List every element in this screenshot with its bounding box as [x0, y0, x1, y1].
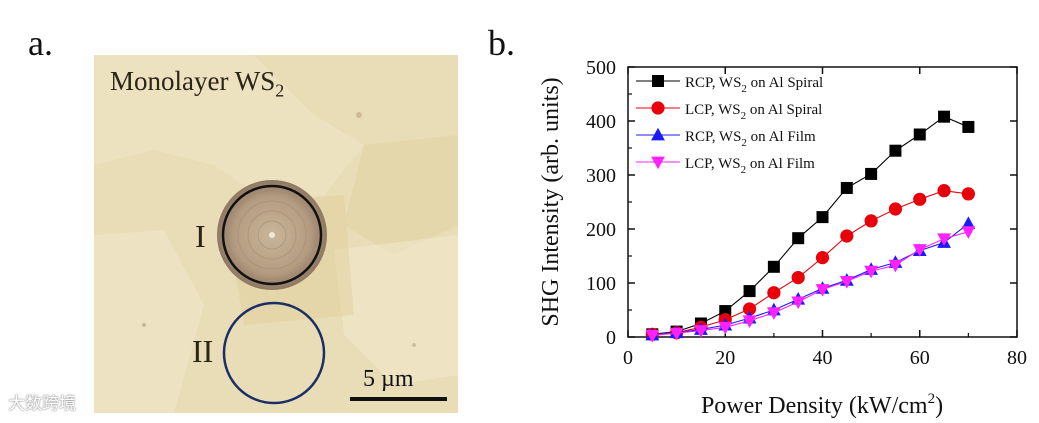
panel-b-label: b.: [488, 23, 515, 63]
data-point: [912, 244, 927, 257]
scale-bar-label: 5 µm: [363, 366, 414, 392]
region-2-label: II: [192, 333, 214, 369]
data-point: [645, 329, 660, 343]
micrograph-title: Monolayer WS2: [110, 66, 285, 101]
data-point: [864, 265, 879, 279]
data-point: [792, 232, 805, 245]
data-point: [840, 181, 853, 194]
data-point: [743, 285, 756, 298]
region-2-circle: [222, 301, 326, 405]
legend-entry-4: LCP, WS2 on Al Film: [636, 156, 815, 176]
y-tick-label: 100: [586, 273, 616, 295]
legend-marker: [651, 127, 665, 141]
data-point: [791, 271, 805, 285]
x-tick-label: 0: [623, 347, 633, 369]
legend-label: RCP, WS2 on Al Film: [685, 129, 816, 149]
y-tick-label: 400: [586, 111, 616, 133]
data-point: [815, 251, 830, 265]
data-point: [865, 167, 878, 180]
data-point: [816, 211, 829, 224]
series-1: [646, 110, 975, 341]
legend-entry-2: LCP, WS2 on Al Spiral: [636, 101, 822, 122]
data-point: [937, 233, 951, 246]
data-point: [961, 187, 975, 201]
y-tick-label: 200: [586, 219, 616, 241]
data-point: [864, 214, 878, 228]
data-point: [742, 302, 757, 316]
series-line: [652, 190, 969, 335]
data-point: [669, 327, 684, 341]
data-point: [839, 275, 854, 289]
data-point: [961, 226, 976, 239]
series-4: [645, 226, 976, 343]
series-3: [645, 216, 976, 341]
data-point: [938, 110, 951, 123]
legend-label: RCP, WS2 on Al Spiral: [685, 75, 823, 95]
series-line: [652, 116, 969, 335]
data-point: [767, 286, 781, 300]
data-point: [815, 284, 830, 297]
data-point: [937, 184, 951, 198]
legend-marker: [651, 156, 665, 170]
data-point: [961, 216, 976, 229]
scale-bar: [350, 397, 447, 401]
y-tick-label: 500: [586, 57, 616, 79]
legend-entry-1: RCP, WS2 on Al Spiral: [636, 75, 823, 95]
ws2-micrograph: [94, 55, 458, 413]
data-point: [888, 259, 903, 273]
panel-a-label: a.: [28, 23, 53, 63]
data-point: [767, 260, 780, 273]
region-1-label: I: [195, 218, 206, 254]
data-point: [791, 296, 806, 310]
data-point: [718, 321, 733, 335]
data-point: [913, 128, 926, 141]
region-1-circle: [221, 184, 323, 286]
x-tick-label: 80: [1007, 347, 1027, 369]
x-axis-label: Power Density (kW/cm2): [701, 391, 943, 419]
x-tick-label: 40: [813, 347, 833, 369]
watermark-text: 大数跨境: [8, 394, 76, 414]
legend-marker: [651, 101, 665, 115]
legend-label: LCP, WS2 on Al Spiral: [685, 102, 822, 122]
data-point: [840, 229, 854, 243]
data-point: [766, 307, 781, 320]
y-axis-label: SHG Intensity (arb. units): [538, 77, 564, 326]
data-point: [694, 325, 708, 338]
data-point: [889, 144, 902, 157]
data-point: [742, 315, 757, 328]
x-tick-label: 60: [910, 347, 930, 369]
x-tick-label: 20: [715, 347, 735, 369]
legend-entry-3: RCP, WS2 on Al Film: [636, 127, 816, 149]
series-2: [645, 184, 975, 341]
data-point: [962, 120, 975, 133]
y-tick-label: 0: [606, 327, 616, 349]
legend-marker: [652, 75, 664, 87]
legend-label: LCP, WS2 on Al Film: [685, 156, 815, 176]
micrograph-image: [94, 55, 458, 413]
y-tick-label: 300: [586, 165, 616, 187]
data-point: [913, 192, 927, 206]
data-point: [888, 202, 903, 216]
